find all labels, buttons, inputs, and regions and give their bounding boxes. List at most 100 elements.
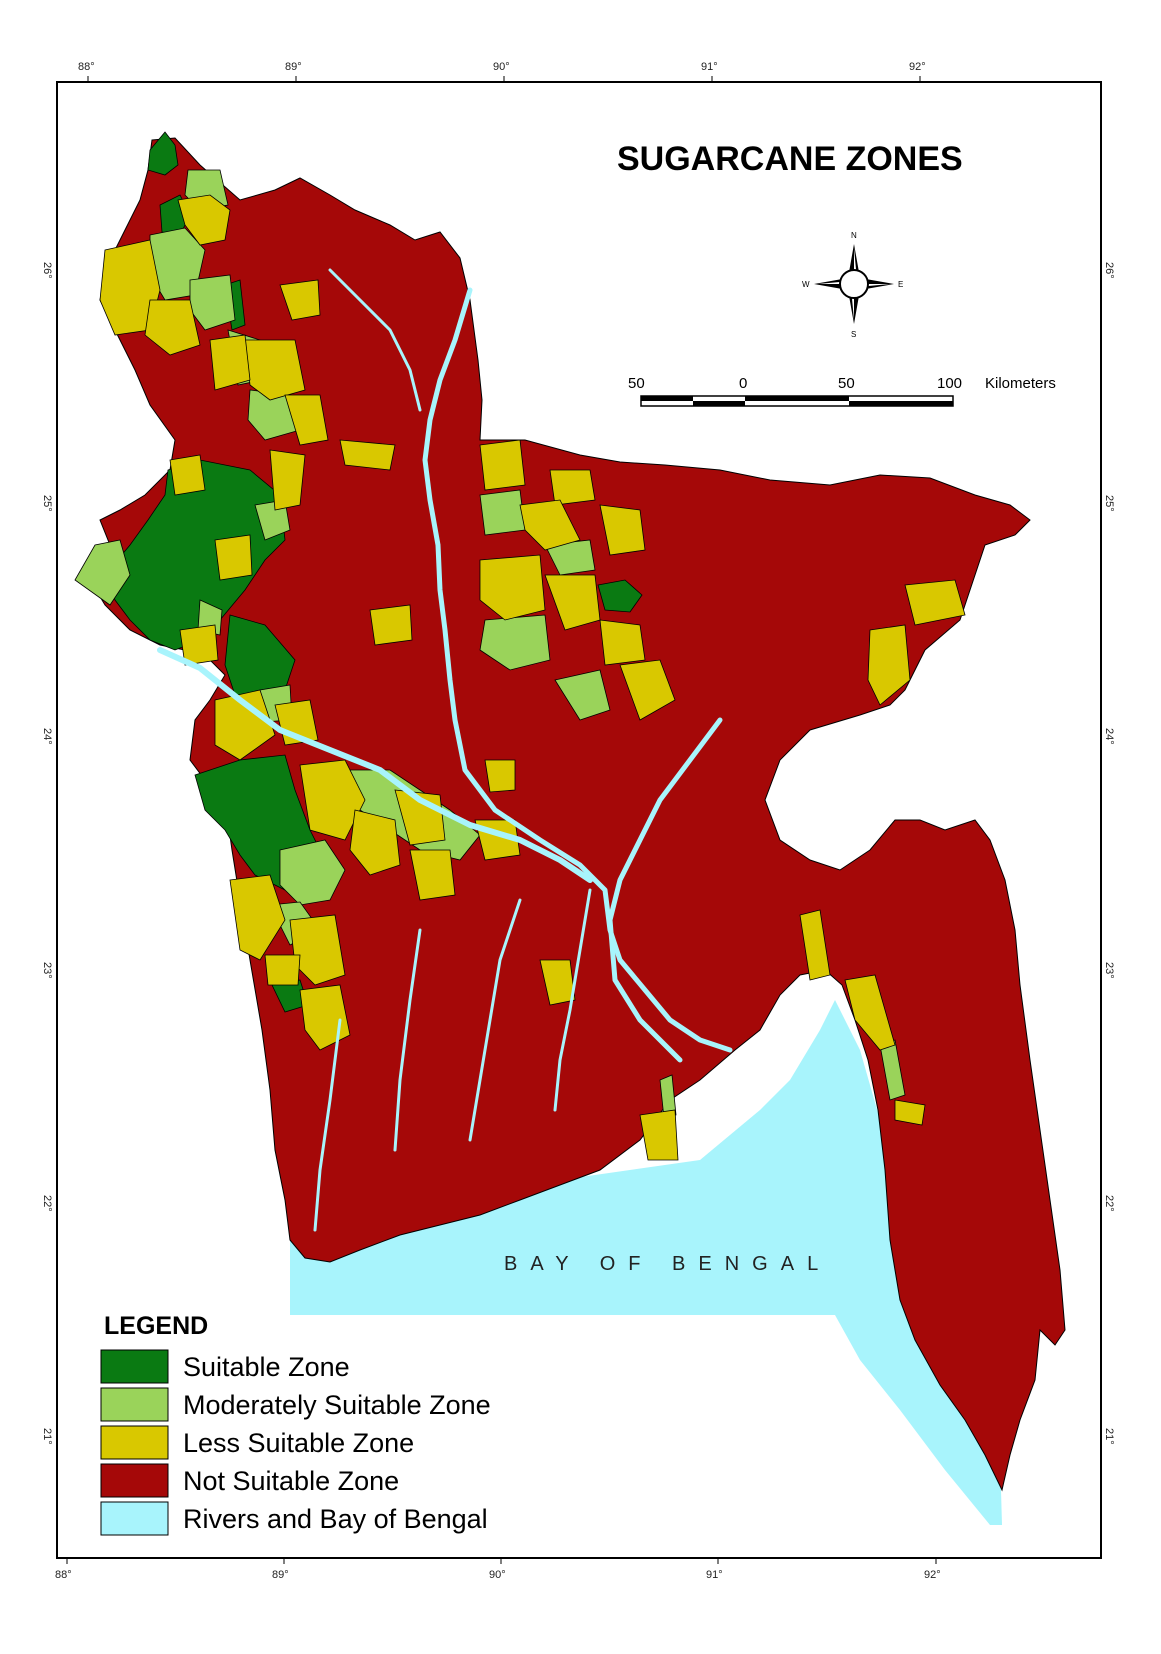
less-zone-chattogram-1	[844, 974, 896, 1051]
lat-tick-right-23: 23°	[1103, 962, 1115, 979]
lat-tick-left-25: 25°	[41, 495, 53, 512]
river-south-1	[553, 888, 592, 1112]
lat-tick-right-22: 22°	[1103, 1195, 1115, 1212]
less-zone-west-4	[179, 624, 219, 666]
less-zone-north-1	[177, 194, 231, 246]
lon-tick-top-90: 90°	[493, 61, 510, 73]
river-south-2	[468, 898, 522, 1142]
less-zone-central-4	[599, 504, 646, 556]
river-teesta	[328, 268, 422, 412]
bay-of-bengal-label: BAY OF BENGAL	[504, 1253, 831, 1275]
less-zone-central-5	[479, 554, 546, 621]
less-zone-north-5	[209, 334, 251, 391]
river-meghna	[607, 717, 723, 1063]
legend: LEGEND Suitable Zone Moderately Suitable…	[100, 1312, 491, 1536]
legend-swatch-water	[100, 1501, 169, 1536]
less-zone-southwest-4	[264, 954, 301, 986]
river-brahmaputra	[422, 287, 733, 1053]
scale-label-left-50: 50	[628, 375, 645, 392]
lon-tick-top-91: 91°	[701, 61, 718, 73]
less-zone-north-4	[279, 279, 321, 321]
river-south-3	[393, 928, 422, 1152]
scale-label-50: 50	[838, 375, 855, 392]
less-zone-east-1	[867, 624, 911, 706]
suitable-zone-central-north	[597, 579, 643, 613]
less-zone-east-3	[799, 909, 831, 981]
less-zone-central-2	[549, 469, 596, 506]
legend-title: LEGEND	[104, 1312, 208, 1340]
lon-tick-bottom-88: 88°	[55, 1569, 72, 1581]
legend-label-less: Less Suitable Zone	[183, 1428, 414, 1458]
less-zone-south-1	[539, 959, 576, 1006]
scale-unit: Kilometers	[985, 375, 1056, 392]
legend-label-suitable: Suitable Zone	[183, 1352, 350, 1382]
moderate-zone-central-west2	[479, 614, 551, 671]
less-zone-west-5	[214, 689, 276, 761]
suitable-zones	[104, 131, 643, 1013]
moderate-zone-southwest	[279, 839, 346, 906]
lon-tick-top-92: 92°	[909, 61, 926, 73]
bay-of-bengal	[290, 1000, 1002, 1525]
lat-tick-right-21: 21°	[1103, 1428, 1115, 1445]
river-ganges	[157, 647, 593, 883]
longitude-ticks-top: 88° 89° 90° 91° 92°	[78, 61, 926, 82]
less-zone-central-8	[619, 659, 676, 721]
less-zone-central-7	[599, 619, 646, 666]
lat-tick-right-25: 25°	[1103, 495, 1115, 512]
less-zone-west-1	[169, 454, 206, 496]
suitable-zone-north-tip	[147, 131, 179, 176]
scale-label-100: 100	[937, 375, 962, 392]
latitude-ticks-left: 26° 25° 24° 23° 22° 21°	[41, 262, 53, 1445]
less-zone-east-2	[904, 579, 966, 626]
lon-tick-bottom-89: 89°	[272, 1569, 289, 1581]
less-zone-central-belt-4	[409, 849, 456, 901]
legend-label-water: Rivers and Bay of Bengal	[183, 1504, 488, 1534]
lat-tick-left-23: 23°	[41, 962, 53, 979]
lat-tick-left-24: 24°	[41, 728, 53, 745]
river-south-4	[313, 1018, 342, 1232]
less-zone-chattogram-2	[894, 1099, 926, 1126]
moderate-zone-central	[554, 669, 611, 721]
longitude-ticks-bottom: 88° 89° 90° 91° 92°	[55, 1558, 941, 1581]
compass-west-label: W	[802, 280, 810, 289]
less-zone-central-3	[519, 499, 581, 551]
compass-north-label: N	[851, 231, 857, 240]
lon-tick-bottom-91: 91°	[706, 1569, 723, 1581]
lat-tick-right-26: 26°	[1103, 262, 1115, 279]
map-title: SUGARCANE ZONES	[617, 140, 963, 178]
latitude-ticks-right: 26° 25° 24° 23° 22° 21°	[1103, 262, 1115, 1445]
less-zone-north-2	[144, 299, 201, 356]
scale-bar: 50 0 50 100 Kilometers	[628, 375, 1056, 407]
less-zone-central-10	[484, 759, 516, 793]
legend-label-not-suitable: Not Suitable Zone	[183, 1466, 399, 1496]
lon-tick-top-89: 89°	[285, 61, 302, 73]
less-zone-west-3	[214, 534, 253, 581]
less-zone-central-9	[369, 604, 413, 646]
moderate-zone-south-sliver	[659, 1074, 677, 1119]
less-zone-central-1	[479, 439, 526, 491]
not-suitable-region-main	[89, 137, 1066, 1492]
lat-tick-left-21: 21°	[41, 1428, 53, 1445]
legend-label-moderate: Moderately Suitable Zone	[183, 1390, 491, 1420]
less-zone-central-belt-2	[349, 809, 401, 876]
lat-tick-left-22: 22°	[41, 1195, 53, 1212]
legend-swatch-not-suitable	[100, 1463, 169, 1498]
less-zone-south-2	[639, 1109, 679, 1161]
scale-label-zero: 0	[739, 375, 747, 392]
lon-tick-bottom-90: 90°	[489, 1569, 506, 1581]
north-arrow: N S E W	[802, 231, 903, 339]
legend-swatch-suitable	[100, 1349, 169, 1384]
legend-swatch-moderate	[100, 1387, 169, 1422]
lat-tick-left-26: 26°	[41, 262, 53, 279]
less-zone-north-6	[284, 394, 329, 446]
lon-tick-top-88: 88°	[78, 61, 95, 73]
less-zone-west-2	[269, 449, 306, 511]
lat-tick-right-24: 24°	[1103, 728, 1115, 745]
moderate-zone-central-north	[479, 489, 526, 536]
moderate-zone-west-edge	[74, 539, 131, 606]
compass-ring	[839, 269, 869, 299]
lon-tick-bottom-92: 92°	[924, 1569, 941, 1581]
legend-swatch-less	[100, 1425, 169, 1460]
compass-south-label: S	[851, 330, 856, 339]
